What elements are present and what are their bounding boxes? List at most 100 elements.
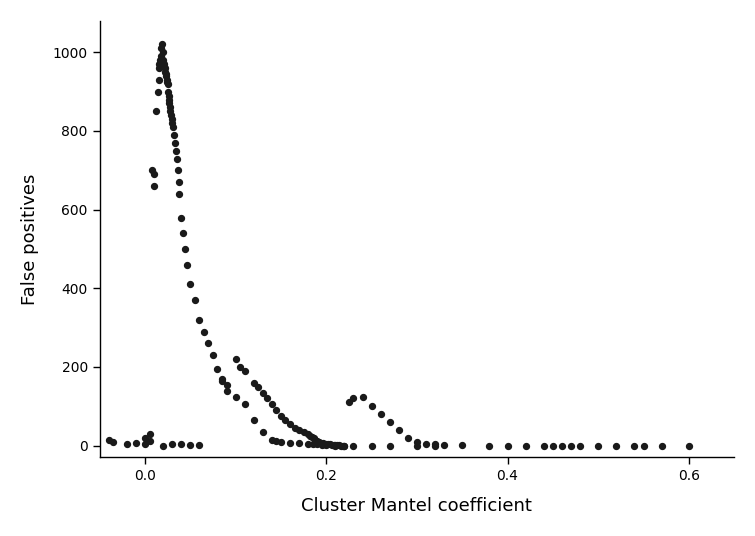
Point [266, 435, 278, 444]
Point [153, 60, 165, 69]
Point [163, 99, 175, 108]
Point [220, 381, 233, 389]
Point [343, 398, 355, 407]
Point [322, 440, 334, 449]
Point [184, 280, 196, 289]
Point [347, 394, 359, 403]
Point [160, 72, 172, 80]
Point [275, 437, 287, 446]
Point [288, 423, 300, 432]
Point [239, 367, 251, 375]
Point [275, 412, 287, 420]
Point [337, 441, 349, 450]
Point [328, 441, 340, 449]
Point [216, 375, 228, 383]
Point [189, 296, 201, 304]
Point [234, 363, 246, 371]
Point [324, 440, 336, 449]
Point [293, 439, 305, 448]
Point [307, 440, 319, 449]
Point [266, 400, 278, 408]
Point [316, 438, 328, 447]
Point [158, 60, 170, 69]
Point [316, 441, 328, 449]
Point [329, 441, 341, 450]
Point [257, 388, 269, 397]
Point [270, 406, 282, 414]
Point [148, 182, 160, 190]
Point [175, 213, 187, 222]
Point [304, 431, 316, 440]
Point [157, 441, 169, 450]
Point [165, 103, 177, 111]
Point [172, 178, 184, 187]
Point [158, 62, 170, 70]
Point [538, 441, 550, 450]
Point [207, 351, 219, 360]
Point [261, 394, 273, 403]
Point [429, 441, 441, 450]
Point [320, 441, 332, 450]
Point [156, 52, 168, 61]
Point [159, 64, 171, 72]
Point [279, 416, 291, 425]
Point [306, 433, 318, 441]
Point [297, 428, 310, 436]
Point [152, 87, 164, 96]
Point [175, 440, 187, 449]
Point [319, 440, 331, 448]
Point [148, 170, 160, 178]
Point [193, 316, 205, 324]
Point [103, 435, 115, 444]
Point [302, 429, 314, 438]
Point [402, 434, 414, 442]
Point [166, 440, 178, 448]
Point [239, 400, 251, 408]
X-axis label: Cluster Mantel coefficient: Cluster Mantel coefficient [301, 497, 532, 515]
Point [610, 441, 622, 450]
Point [334, 441, 347, 450]
Point [139, 434, 151, 442]
Point [365, 402, 378, 411]
Point [198, 327, 210, 336]
Point [311, 440, 323, 449]
Point [161, 78, 173, 86]
Point [565, 441, 577, 450]
Point [166, 115, 178, 123]
Point [174, 190, 186, 198]
Point [356, 392, 368, 401]
Point [310, 435, 322, 444]
Point [284, 420, 296, 428]
Point [384, 418, 396, 426]
Point [637, 441, 649, 450]
Point [365, 441, 378, 450]
Point [171, 166, 183, 175]
Point [171, 154, 183, 163]
Point [325, 441, 337, 449]
Point [157, 58, 169, 66]
Point [165, 107, 177, 116]
Point [456, 441, 468, 450]
Point [161, 76, 173, 84]
Point [270, 437, 282, 445]
Point [146, 166, 159, 175]
Point [162, 95, 174, 104]
Point [338, 441, 350, 450]
Point [293, 426, 305, 434]
Point [168, 131, 180, 139]
Point [162, 79, 174, 88]
Point [216, 376, 228, 385]
Point [162, 91, 174, 100]
Point [420, 440, 432, 448]
Point [153, 64, 165, 72]
Point [347, 441, 359, 450]
Point [374, 410, 387, 419]
Point [320, 440, 332, 449]
Point [248, 378, 260, 387]
Point [333, 441, 345, 450]
Point [411, 437, 423, 446]
Point [143, 437, 156, 445]
Point [683, 441, 695, 450]
Point [179, 245, 191, 254]
Point [107, 437, 119, 446]
